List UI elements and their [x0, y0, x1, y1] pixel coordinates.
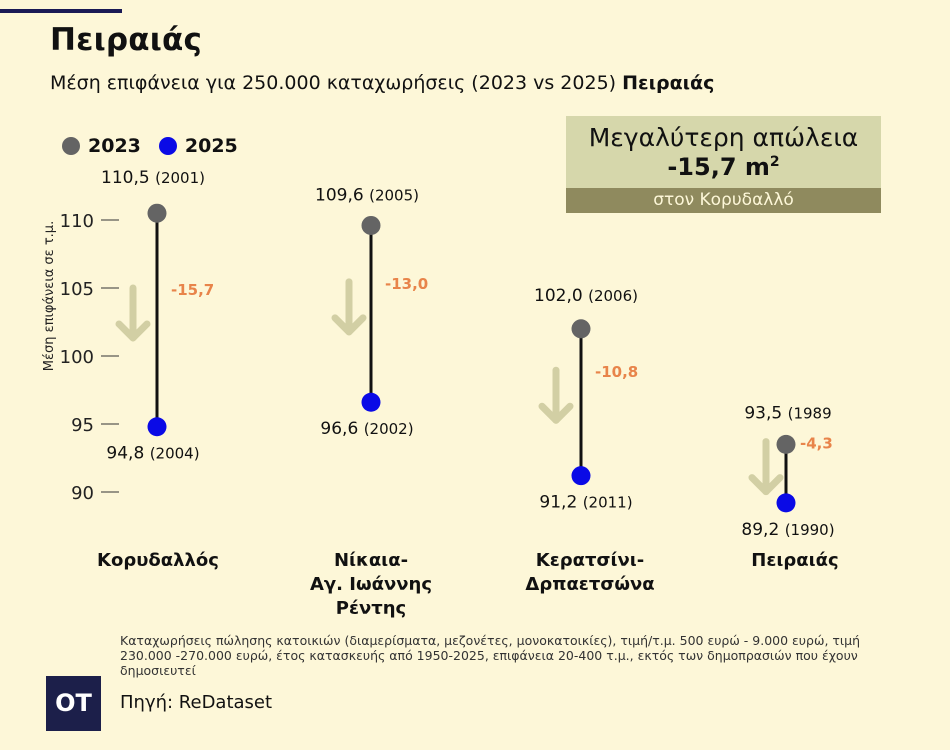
down-arrow-head: [748, 474, 784, 496]
legend-label-2025: 2025: [184, 135, 238, 157]
value-label-2023: 109,6 (2005): [315, 185, 419, 205]
value-label-2025: 91,2 (2011): [539, 493, 632, 513]
value-label-2023: 102,0 (2006): [534, 286, 638, 306]
subtitle-text: Μέση επιφάνεια για 250.000 καταχωρήσεις …: [50, 72, 623, 94]
callout-top: Μεγαλύτερη απώλεια -15,7 m2: [566, 116, 881, 188]
legend-item-2023: 2023: [62, 135, 141, 157]
subtitle-bold: Πειραιάς: [622, 72, 715, 94]
y-axis-label: Μέση επιφάνεια σε τ.μ.: [42, 221, 57, 371]
value-label-2025: 94,8 (2004): [106, 444, 199, 464]
category-label: Δρπαετσώνα: [525, 574, 654, 595]
y-tick-label: 90: [71, 483, 94, 504]
difference-label: -4,3: [800, 435, 833, 453]
y-tick-label: 110: [60, 211, 94, 232]
y-tick-label: 105: [60, 279, 94, 300]
dot-2025: [571, 466, 591, 486]
category-label: Κορυδαλλός: [97, 550, 219, 571]
difference-label: -13,0: [385, 275, 428, 293]
y-tick-label: 100: [60, 347, 94, 368]
dot-2023: [571, 319, 591, 339]
legend-dot-2025: [158, 137, 177, 155]
category-label: Νίκαια-: [334, 550, 408, 571]
callout-box: Μεγαλύτερη απώλεια -15,7 m2 στον Κορυδαλ…: [566, 116, 881, 213]
y-tick-label: 95: [71, 415, 94, 436]
value-label-2025: 96,6 (2002): [320, 419, 413, 439]
difference-label: -15,7: [171, 281, 214, 299]
callout-heading: Μεγαλύτερη απώλεια: [588, 123, 859, 152]
subtitle: Μέση επιφάνεια για 250.000 καταχωρήσεις …: [50, 72, 714, 94]
category-label: Αγ. Ιωάννης: [310, 574, 432, 595]
category-label: Ρέντης: [336, 598, 406, 619]
category-label: Πειραιάς: [751, 550, 838, 571]
footnote: Καταχωρήσεις πώλησης κατοικιών (διαμερίσ…: [120, 633, 861, 678]
value-label-2025: 89,2 (1990): [741, 520, 834, 540]
legend-label-2023: 2023: [88, 135, 141, 157]
difference-label: -10,8: [595, 363, 638, 381]
legend-item-2025: 2025: [158, 135, 238, 157]
down-arrow-head: [538, 402, 574, 424]
category-label: Κερατσίνι-: [536, 550, 644, 571]
value-label-2023: 110,5 (2001): [101, 168, 205, 188]
down-arrow-head: [115, 320, 151, 342]
value-label-2023: 93,5 (1989: [744, 403, 831, 423]
source-text: Πηγή: ReDataset: [120, 692, 273, 713]
top-accent-bar: [0, 9, 122, 13]
dot-2025: [361, 392, 381, 412]
page-title: Πειραιάς: [50, 22, 203, 58]
legend-dot-2023: [62, 137, 80, 155]
dot-2023: [776, 434, 796, 454]
legend: 2023 2025: [62, 135, 248, 157]
callout-value-sup: 2: [769, 154, 780, 170]
down-arrow-head: [331, 314, 367, 336]
dot-2025: [147, 417, 167, 437]
ot-logo: OT: [46, 676, 101, 731]
callout-value: -15,7 m2: [566, 153, 881, 181]
dot-2023: [361, 215, 381, 235]
dot-2025: [776, 493, 796, 513]
callout-location: στον Κορυδαλλό: [566, 188, 881, 213]
callout-value-text: -15,7 m: [667, 153, 770, 181]
dot-2023: [147, 203, 167, 223]
